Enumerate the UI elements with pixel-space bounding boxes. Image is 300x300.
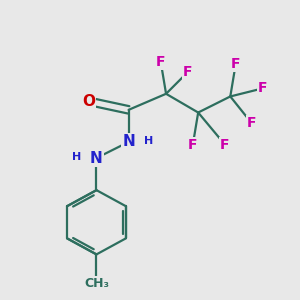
Text: F: F	[220, 138, 230, 152]
Text: F: F	[183, 65, 192, 80]
Text: O: O	[82, 94, 95, 109]
Text: H: H	[144, 136, 153, 146]
Text: CH₃: CH₃	[84, 277, 109, 290]
Text: F: F	[258, 81, 267, 95]
Text: H: H	[72, 152, 81, 162]
Text: F: F	[231, 57, 240, 71]
Text: F: F	[247, 116, 256, 130]
Text: F: F	[156, 55, 166, 69]
Text: N: N	[122, 134, 135, 149]
Text: N: N	[90, 151, 103, 166]
Text: F: F	[188, 138, 198, 152]
